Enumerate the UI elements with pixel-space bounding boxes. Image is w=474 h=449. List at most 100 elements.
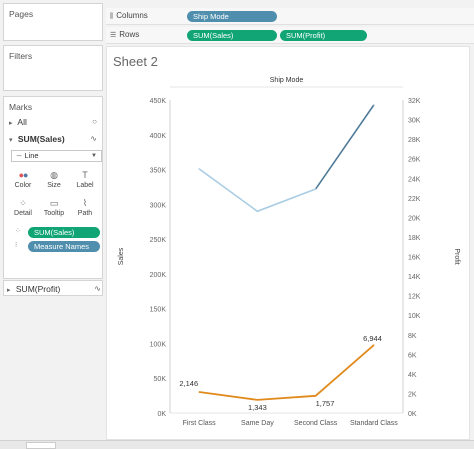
tooltip-button[interactable]: ▭ Tooltip xyxy=(39,196,69,222)
sales-point xyxy=(373,104,375,106)
path-button-label: Path xyxy=(77,210,93,217)
path-icon: ⌇ xyxy=(82,198,88,208)
columns-icon: ⫼ xyxy=(110,13,114,20)
right-tick-label: 30K xyxy=(408,118,421,125)
pill-sum-sales[interactable]: SUM(Sales) xyxy=(28,227,100,238)
mark-type-dropdown[interactable]: ∼ Line ▼ xyxy=(11,150,102,162)
profit-point xyxy=(198,391,200,393)
sheet-tabs-bar xyxy=(0,440,474,449)
path-button[interactable]: ⌇ Path xyxy=(70,196,100,222)
right-tick-label: 2K xyxy=(408,391,417,398)
sales-line-last-segment xyxy=(314,104,375,190)
sales-point xyxy=(256,210,258,212)
right-axis-title: Profit xyxy=(453,248,460,264)
category-tick-label: Second Class xyxy=(294,420,338,427)
expand-toggle-icon[interactable]: ▸ xyxy=(9,120,13,127)
sales-point xyxy=(315,188,317,190)
pill-rows-sum-sales[interactable]: SUM(Sales) xyxy=(187,30,277,41)
category-tick-label: Same Day xyxy=(241,420,274,427)
marks-profit-row[interactable]: ▸ SUM(Profit) ∿ xyxy=(3,280,103,296)
path-small-icon: ⁝ xyxy=(15,242,18,249)
left-tick-label: 400K xyxy=(150,133,167,140)
line-type-icon: ∼ xyxy=(16,151,25,160)
collapse-toggle-icon[interactable]: ▾ xyxy=(9,137,13,144)
size-button-label: Size xyxy=(47,182,61,189)
chart-svg: Ship Mode 0K 50K 100K 150K 200K 250K 300K 350K 40… xyxy=(118,77,460,427)
worksheet: Sheet 2 Ship Mode 0K 50K 100K 150K 200K 250K 30… xyxy=(106,46,470,440)
right-tick-label: 16K xyxy=(408,255,421,262)
right-tick-label: 4K xyxy=(408,372,417,379)
right-tick-label: 26K xyxy=(408,157,421,164)
columns-shelf[interactable]: ⫼ Columns Ship Mode xyxy=(106,8,474,25)
pill-ship-mode[interactable]: Ship Mode xyxy=(187,11,277,22)
right-tick-label: 28K xyxy=(408,137,421,144)
profit-row-inner: ▸ SUM(Profit) ∿ xyxy=(7,284,101,294)
profit-data-label: 2,146 xyxy=(179,379,198,388)
right-tick-label: 24K xyxy=(408,176,421,183)
profit-point xyxy=(315,395,317,397)
left-tick-label: 350K xyxy=(150,168,167,175)
label-button-label: Label xyxy=(76,182,94,189)
marks-sales-row[interactable]: ▾ SUM(Sales) ∿ xyxy=(9,134,97,144)
rows-label-text: Rows xyxy=(119,30,140,39)
color-dots-small-icon: ⁘ xyxy=(15,228,21,235)
pages-title: Pages xyxy=(9,9,34,19)
profit-data-label: 1,343 xyxy=(248,403,267,412)
pill-rows-sum-profit[interactable]: SUM(Profit) xyxy=(280,30,367,41)
right-tick-label: 20K xyxy=(408,215,421,222)
left-panel: Pages Filters Marks ▸ All ○ ▾ SUM(Sales)… xyxy=(0,0,106,440)
size-icon: ◍ xyxy=(50,170,58,180)
right-tick-label: 12K xyxy=(408,294,421,301)
filters-card[interactable]: Filters xyxy=(3,45,103,91)
color-button-label: Color xyxy=(14,182,32,189)
left-tick-label: 50K xyxy=(154,376,167,383)
right-tick-label: 10K xyxy=(408,313,421,320)
sales-point xyxy=(198,168,200,170)
columns-label-text: Columns xyxy=(116,11,148,20)
column-header-title: Ship Mode xyxy=(270,77,304,84)
detail-icon: ⁘ xyxy=(19,198,27,208)
right-tick-label: 8K xyxy=(408,333,417,340)
profit-data-label: 6,944 xyxy=(363,334,382,343)
profit-line xyxy=(199,344,375,401)
left-tick-label: 150K xyxy=(150,307,167,314)
chevron-down-icon: ▼ xyxy=(91,153,97,159)
marks-card: Marks ▸ All ○ ▾ SUM(Sales) ∿ ∼ Line ▼ ●●… xyxy=(3,96,103,279)
color-dots-icon: ●● xyxy=(18,170,29,180)
left-axis-title: Sales xyxy=(118,247,125,265)
rows-shelf[interactable]: ☰ Rows SUM(Sales) SUM(Profit) xyxy=(106,27,474,44)
pill-measure-names[interactable]: Measure Names xyxy=(28,241,100,252)
marks-profit-label: SUM(Profit) xyxy=(15,284,61,294)
circle-icon: ○ xyxy=(92,117,97,126)
right-tick-label: 14K xyxy=(408,274,421,281)
expand-toggle-icon[interactable]: ▸ xyxy=(7,287,11,294)
rows-shelf-label: ☰ Rows xyxy=(110,30,139,39)
profit-point xyxy=(373,344,375,346)
filters-title: Filters xyxy=(9,51,33,61)
right-tick-label: 0K xyxy=(408,411,417,418)
left-tick-label: 300K xyxy=(150,202,167,209)
left-tick-label: 0K xyxy=(157,411,166,418)
mark-type-value: Line xyxy=(24,151,39,160)
color-button[interactable]: ●● Color xyxy=(8,168,38,194)
size-button[interactable]: ◍ Size xyxy=(39,168,69,194)
right-tick-label: 22K xyxy=(408,196,421,203)
profit-data-label: 1,757 xyxy=(316,399,335,408)
right-tick-label: 18K xyxy=(408,235,421,242)
tooltip-icon: ▭ xyxy=(49,198,59,208)
pages-card[interactable]: Pages xyxy=(3,3,103,41)
label-icon: T xyxy=(82,170,88,180)
category-tick-label: First Class xyxy=(183,420,217,427)
left-tick-label: 250K xyxy=(150,237,167,244)
category-tick-label: Standard Class xyxy=(350,420,398,427)
marks-all-label: All xyxy=(17,117,27,127)
left-tick-label: 200K xyxy=(150,272,167,279)
detail-button[interactable]: ⁘ Detail xyxy=(8,196,38,222)
right-tick-label: 6K xyxy=(408,352,417,359)
label-button[interactable]: T Label xyxy=(70,168,100,194)
detail-button-label: Detail xyxy=(14,210,32,217)
marks-all-row[interactable]: ▸ All ○ xyxy=(9,117,97,127)
line-mark-icon: ∿ xyxy=(90,134,97,143)
left-tick-label: 100K xyxy=(150,341,167,348)
sheet-tab[interactable] xyxy=(26,442,56,449)
